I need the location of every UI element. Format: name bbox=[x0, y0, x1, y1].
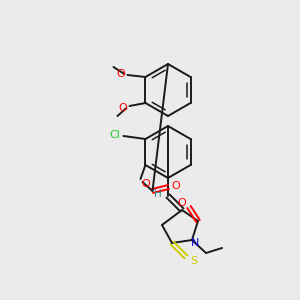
Text: O: O bbox=[118, 103, 127, 113]
Text: O: O bbox=[178, 198, 186, 208]
Text: H: H bbox=[154, 189, 162, 199]
Text: Cl: Cl bbox=[109, 130, 120, 140]
Text: O: O bbox=[171, 181, 180, 191]
Text: S: S bbox=[190, 256, 198, 266]
Text: O: O bbox=[141, 179, 150, 189]
Text: N: N bbox=[191, 238, 199, 248]
Text: O: O bbox=[116, 69, 125, 79]
